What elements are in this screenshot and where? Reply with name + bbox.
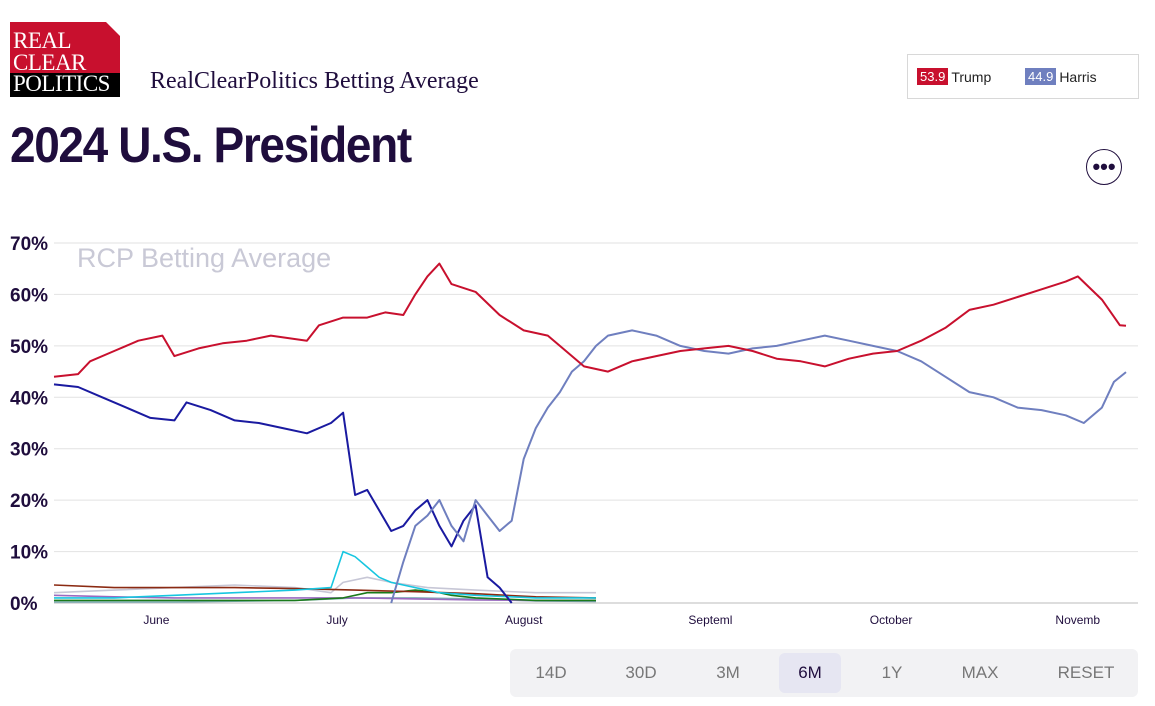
series-line [53, 383, 513, 604]
logo-word-clear: CLEAR [13, 50, 86, 75]
betting-average-chart: RCP Betting Average 0% 10% 20% 30% 40% 50% 60%… [10, 234, 1138, 627]
logo-word-real: REAL [13, 28, 72, 53]
range-14d-button[interactable]: 14D [535, 663, 567, 682]
x-tick-label: October [870, 613, 913, 627]
x-tick-label: Septeml [688, 613, 732, 627]
legend-item-harris[interactable]: 44.9 Harris [1025, 68, 1097, 85]
more-options-button[interactable]: ••• [1086, 149, 1122, 185]
page-subtitle: RealClearPolitics Betting Average [150, 68, 479, 94]
page-title: 2024 U.S. President [10, 117, 412, 173]
chart-legend: 53.9 Trump 44.9 Harris [907, 54, 1139, 99]
range-3m-button[interactable]: 3M [716, 663, 740, 682]
range-max-button[interactable]: MAX [961, 663, 999, 682]
range-selector: 14D 30D 3M 6M 1Y MAX RESET [510, 649, 1138, 697]
range-reset-button[interactable]: RESET [1057, 663, 1115, 682]
series-line [53, 576, 596, 594]
x-axis-ticks: June July August Septeml October Novemb [143, 613, 1100, 627]
x-tick-label: July [326, 613, 347, 627]
y-tick-label: 20% [10, 491, 48, 512]
logo-corner [106, 22, 120, 36]
y-axis-ticks: 0% 10% 20% 30% 40% 50% 60% 70% [10, 234, 48, 615]
y-tick-label: 70% [10, 234, 48, 255]
x-tick-label: Novemb [1055, 613, 1100, 627]
y-tick-label: 30% [10, 440, 48, 461]
series-line [54, 550, 596, 599]
legend-label-trump: Trump [951, 68, 992, 85]
legend-label-harris: Harris [1059, 68, 1097, 85]
range-6m-button[interactable]: 6M [779, 653, 841, 693]
y-tick-label: 50% [10, 337, 48, 358]
y-tick-label: 0% [10, 594, 38, 615]
y-tick-label: 60% [10, 285, 48, 306]
chart-grid [54, 242, 1138, 604]
chart-series [53, 262, 1127, 604]
chart-watermark: RCP Betting Average [77, 243, 331, 273]
x-tick-label: June [143, 613, 169, 627]
legend-value-harris: 44.9 [1025, 68, 1057, 85]
legend-value-trump: 53.9 [917, 68, 949, 85]
range-30d-button[interactable]: 30D [625, 663, 657, 682]
logo-word-politics: POLITICS [10, 72, 120, 97]
legend-item-trump[interactable]: 53.9 Trump [917, 68, 991, 85]
rcp-logo: REAL CLEAR POLITICS [10, 22, 120, 97]
series-line-trump [53, 262, 1127, 378]
series-line-harris [390, 329, 1127, 604]
y-tick-label: 10% [10, 543, 48, 564]
x-tick-label: August [505, 613, 543, 627]
y-tick-label: 40% [10, 388, 48, 409]
range-1y-button[interactable]: 1Y [881, 663, 903, 682]
